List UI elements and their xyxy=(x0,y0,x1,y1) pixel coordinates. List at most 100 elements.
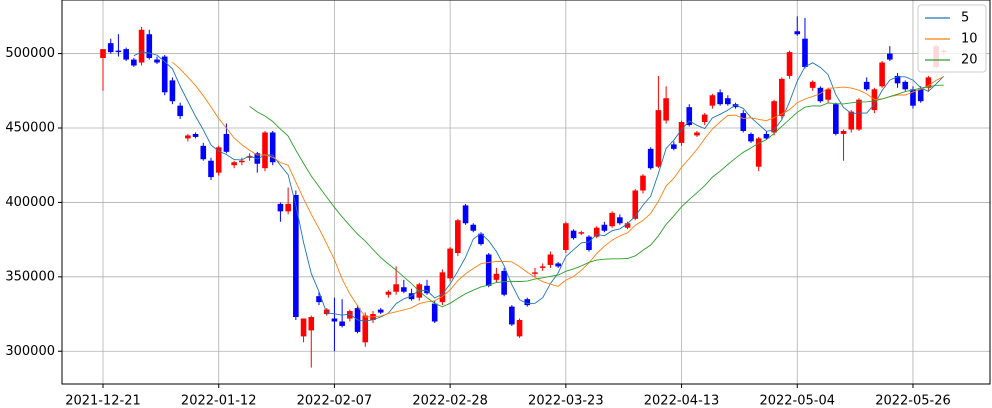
candle-body xyxy=(879,62,885,87)
candle-body xyxy=(671,144,677,149)
candle-body xyxy=(555,263,561,267)
candle-body xyxy=(910,89,916,106)
candle-body xyxy=(177,105,183,117)
candle-body xyxy=(200,145,207,160)
candle-body xyxy=(524,299,531,306)
candle-body xyxy=(146,34,153,59)
candle-body xyxy=(725,98,731,105)
candle-body xyxy=(694,132,700,136)
candle-body xyxy=(385,291,392,295)
candle-body xyxy=(485,254,492,286)
candle-body xyxy=(740,113,747,131)
candle-body xyxy=(308,317,315,331)
y-tick-label: 350000 xyxy=(5,269,55,284)
candle-body xyxy=(578,232,585,234)
x-tick-label: 2022-02-07 xyxy=(297,394,373,408)
candle-body xyxy=(825,89,831,100)
candle-body xyxy=(393,284,399,292)
x-tick-label: 2022-01-12 xyxy=(181,394,257,408)
candle-body xyxy=(709,95,716,106)
candle-body xyxy=(269,132,276,163)
legend-label: 20 xyxy=(961,53,978,68)
candle-body xyxy=(840,130,847,134)
candle-body xyxy=(655,110,662,167)
candle-body xyxy=(701,114,708,123)
y-tick-label: 300000 xyxy=(5,344,55,359)
candle-body xyxy=(802,38,808,67)
candle-body xyxy=(362,315,369,343)
candle-body xyxy=(755,138,762,167)
candle-body xyxy=(347,311,353,319)
x-tick-label: 2022-02-28 xyxy=(412,394,488,408)
candle-body xyxy=(601,224,608,231)
candle-body xyxy=(848,111,855,130)
candle-body xyxy=(115,50,122,53)
candle-body xyxy=(377,309,384,313)
candle-body xyxy=(809,81,816,88)
candle-body xyxy=(331,318,338,322)
candle-body xyxy=(516,320,523,337)
candle-body xyxy=(138,29,145,63)
candle-body xyxy=(593,227,600,237)
candle-body xyxy=(763,133,770,139)
candle-body xyxy=(894,75,901,84)
y-tick-label: 500000 xyxy=(5,46,55,61)
x-tick-label: 2021-12-21 xyxy=(65,394,141,408)
moving-average-line xyxy=(172,61,945,318)
x-tick-label: 2022-05-26 xyxy=(875,394,951,408)
candle-body xyxy=(547,254,554,265)
candle-body xyxy=(771,101,777,133)
legend-label: 5 xyxy=(961,11,969,26)
candle-body xyxy=(424,285,430,294)
candle-body xyxy=(647,148,654,169)
candle-body xyxy=(478,233,484,245)
candle-body xyxy=(856,99,862,130)
x-tick-label: 2022-03-23 xyxy=(528,394,604,408)
candle-body xyxy=(470,224,477,231)
candle-body xyxy=(817,87,824,102)
candle-body xyxy=(300,318,307,337)
candle-body xyxy=(624,223,631,228)
candle-body xyxy=(316,296,322,303)
candle-body xyxy=(339,321,345,326)
candle-body xyxy=(439,272,446,303)
candle-body xyxy=(231,162,237,166)
candle-body xyxy=(833,104,839,134)
legend-box xyxy=(917,4,987,73)
candle-body xyxy=(917,89,924,102)
candle-body xyxy=(640,175,646,191)
candle-body xyxy=(161,56,168,93)
candle-body xyxy=(863,81,870,90)
candle-body xyxy=(570,230,577,239)
candle-body xyxy=(925,77,932,88)
candle-body xyxy=(154,59,160,63)
candle-body xyxy=(632,190,639,219)
candle-body xyxy=(123,49,129,60)
candle-body xyxy=(239,160,245,163)
candle-body xyxy=(779,78,785,117)
y-tick-label: 400000 xyxy=(5,195,55,210)
candle-body xyxy=(539,266,546,268)
candle-body xyxy=(223,133,230,152)
candle-body xyxy=(462,205,469,224)
candle-body xyxy=(732,104,739,108)
candle-body xyxy=(748,133,754,142)
x-tick-label: 2022-05-04 xyxy=(759,394,835,408)
plot-frame xyxy=(61,0,991,385)
moving-average-line xyxy=(249,84,944,308)
candle-body xyxy=(678,122,685,143)
candle-body xyxy=(208,160,214,178)
legend-label: 10 xyxy=(961,32,978,47)
x-tick-label: 2022-04-13 xyxy=(644,394,720,408)
candle-body xyxy=(509,306,515,325)
candle-body xyxy=(293,194,299,318)
candle-body xyxy=(262,132,268,169)
legend: 5 10 20 xyxy=(917,4,987,73)
candle-body xyxy=(902,81,909,90)
candle-body xyxy=(794,31,801,35)
candle-body xyxy=(501,270,507,295)
candle-body xyxy=(455,220,461,254)
candle-body xyxy=(617,217,623,224)
candle-body xyxy=(169,80,176,102)
